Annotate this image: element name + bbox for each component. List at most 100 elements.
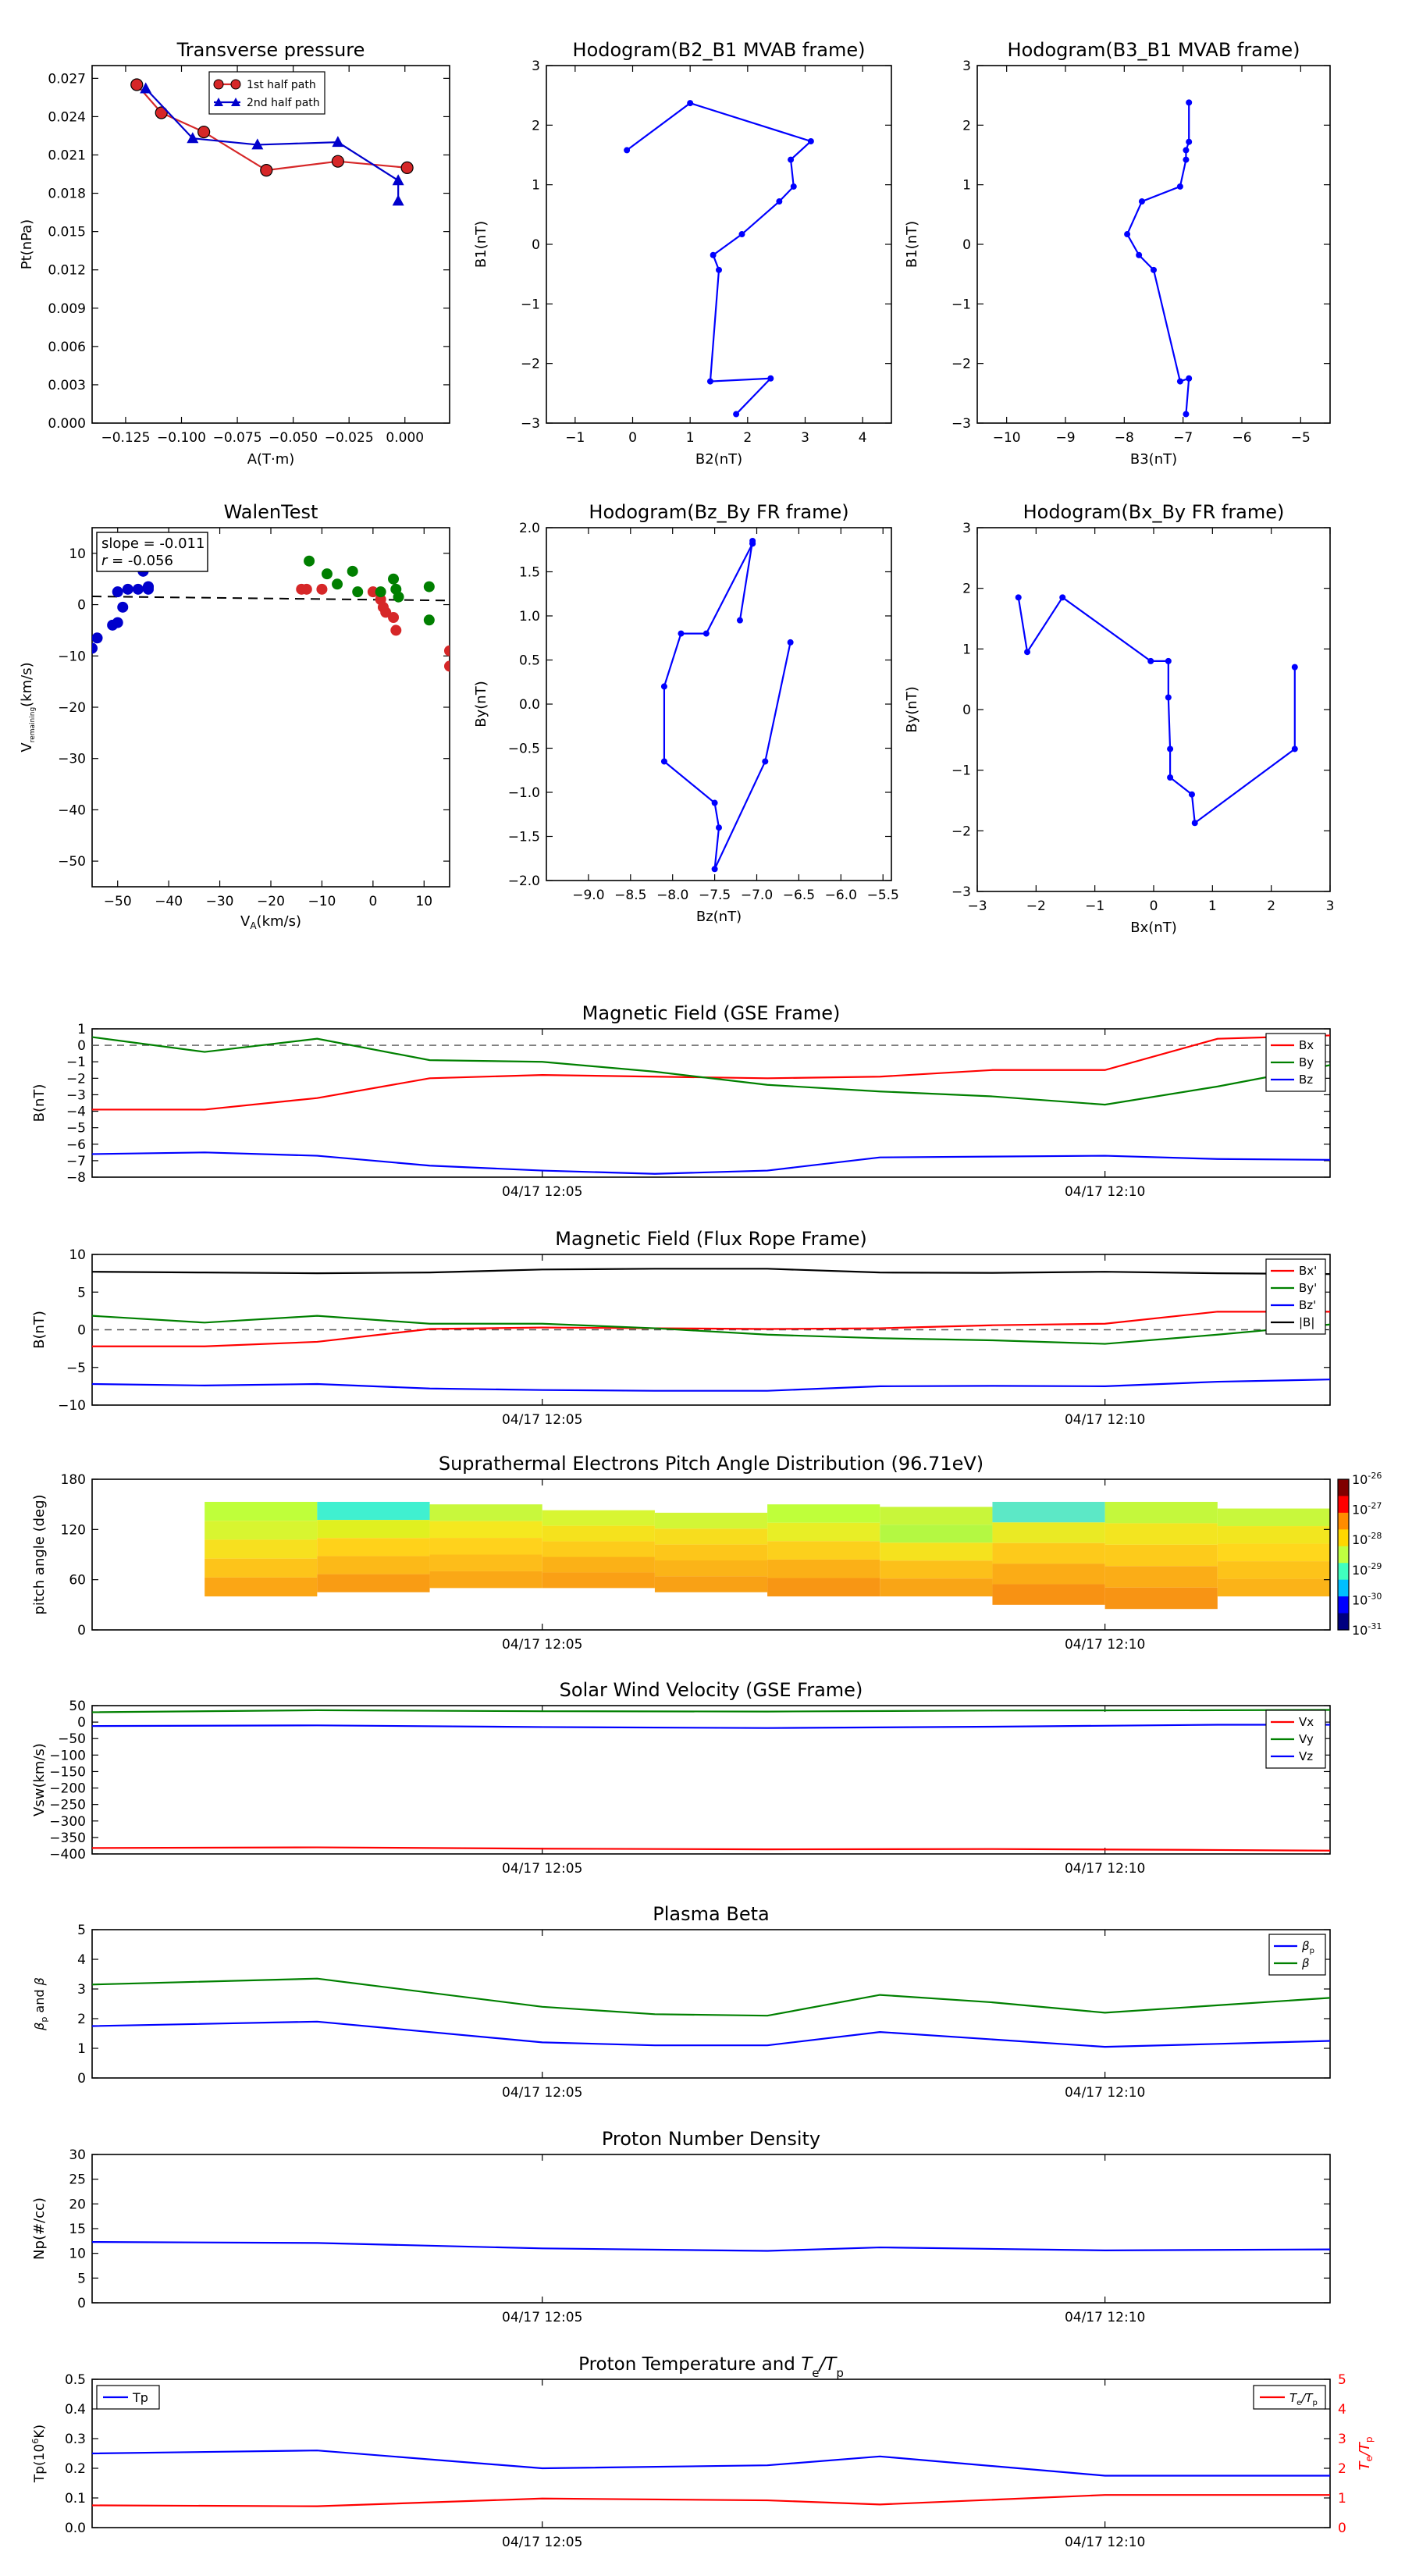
y-tick-label: 0: [962, 703, 971, 718]
legend-label: Tp: [132, 2390, 148, 2405]
heatmap-cell: [654, 1512, 768, 1529]
x-tick-label: 10: [415, 894, 432, 909]
x-tick-label: 1: [1208, 898, 1217, 914]
y-axis-label: Tp(106K): [30, 2425, 48, 2483]
legend: Vx Vy Vz: [1265, 1710, 1326, 1769]
legend-label: βp: [1301, 1939, 1314, 1955]
y-tick-label: 0.1: [65, 2491, 86, 2507]
legend-marker: [230, 79, 241, 90]
y-tick-label: 3: [962, 59, 971, 74]
plot-frame: [91, 1705, 1331, 1855]
x-tick-label: −20: [257, 894, 285, 909]
x-tick-label: −50: [104, 894, 132, 909]
x-tick-label: 04/17 12:05: [502, 2310, 582, 2325]
series-line: [92, 1379, 1330, 1392]
chart-p8: Magnetic Field (Flux Rope Frame) −10 −5 0 5 1…: [31, 1228, 1331, 1428]
legend-marker: [213, 79, 224, 90]
y-axis-label: B1(nT): [904, 221, 920, 268]
x-tick-label: 2: [743, 430, 752, 446]
y-tick-label: 1: [532, 178, 540, 194]
heatmap-cell: [1104, 1501, 1218, 1524]
data-point: [197, 125, 211, 139]
y-tick-label: −50: [58, 1731, 86, 1747]
y-tick-label: 0.2: [65, 2461, 86, 2477]
heatmap-cell: [542, 1572, 655, 1589]
y-tick-label: 0: [532, 237, 540, 253]
data-point: [122, 583, 133, 595]
heatmap-cell: [1217, 1561, 1330, 1579]
y-tick-label: 2: [962, 582, 971, 597]
x-tick-label: 0: [1150, 898, 1158, 914]
y-axis-label: Np(#/cc): [31, 2197, 48, 2260]
x-axis-label: B2(nT): [695, 451, 742, 468]
y-tick-label: 50: [69, 1699, 86, 1714]
y-tick-label: 180: [61, 1472, 86, 1488]
data-point: [1059, 594, 1066, 601]
heatmap-cell: [1104, 1566, 1218, 1588]
heatmap-cell: [654, 1528, 768, 1545]
colorbar-tick-label: 10-31: [1352, 1621, 1382, 1638]
y-tick-label: −50: [58, 854, 86, 870]
data-point: [321, 568, 333, 580]
plot-frame: [976, 65, 1331, 424]
chart-p12: Proton Number Density 0 5 10 15 20 25 30 04/17 1…: [31, 2128, 1331, 2325]
data-point: [423, 614, 435, 626]
y-tick-label: −10: [58, 649, 86, 664]
series-layer: [92, 1268, 1330, 1392]
data-point: [400, 161, 414, 174]
y-tick-label: 2: [962, 118, 971, 133]
y-right-tick-label: 3: [1338, 2432, 1346, 2447]
y-tick-label: 5: [77, 1285, 86, 1300]
x-tick-label: 04/17 12:05: [502, 1412, 582, 1428]
data-point: [132, 583, 144, 595]
heatmap-cell: [317, 1538, 430, 1557]
series-layer: [130, 78, 414, 206]
y-tick-label: 10: [69, 1247, 86, 1263]
data-point: [787, 639, 794, 646]
data-point: [1124, 231, 1131, 238]
y-tick-label: 15: [69, 2222, 86, 2237]
heatmap-cell: [767, 1504, 880, 1523]
heatmap-cell: [205, 1577, 318, 1597]
colorbar-segment: [1338, 1596, 1349, 1614]
y-axis-label: By(nT): [473, 681, 489, 727]
x-tick-label: −3: [967, 898, 987, 914]
series-line: [92, 1268, 1330, 1276]
y-tick-label: −20: [58, 700, 86, 716]
series-layer: [624, 100, 814, 418]
legend: Bx' By' Bz' |B|: [1265, 1258, 1326, 1335]
y-tick-label: 0.0: [65, 2521, 86, 2536]
heatmap-cell: [880, 1560, 993, 1579]
chart-p1: Transverse pressure 0.000 0.003 0.006 0.009 0…: [19, 39, 450, 468]
y-right-tick-label: 4: [1338, 2402, 1346, 2418]
data-point: [332, 578, 343, 590]
colorbar-tick-label: 10-29: [1352, 1561, 1382, 1578]
data-point: [1024, 649, 1031, 656]
data-point: [660, 683, 667, 690]
heatmap-cell: [317, 1520, 430, 1539]
x-tick-label: −0.050: [269, 430, 318, 446]
chart-title: Solar Wind Velocity (GSE Frame): [560, 1679, 863, 1701]
data-point: [1183, 147, 1190, 154]
chart-title: Suprathermal Electrons Pitch Angle Distr…: [439, 1453, 984, 1475]
legend-box: [1253, 2385, 1326, 2410]
heatmap-cell: [767, 1522, 880, 1542]
x-tick-label: −0.125: [101, 430, 150, 446]
data-point: [444, 645, 450, 656]
data-point: [678, 630, 685, 637]
data-point: [392, 174, 404, 186]
data-point: [716, 824, 722, 831]
fit-line: [91, 596, 450, 602]
series-line: [1126, 102, 1190, 415]
chart-title: Hodogram(Bx_By FR frame): [1023, 501, 1285, 523]
series-layer: [660, 537, 794, 873]
y-tick-label: −2: [951, 824, 971, 839]
y-tick-label: −5: [66, 1361, 86, 1376]
colorbar-tick-label: 10-30: [1352, 1591, 1382, 1607]
data-point: [1147, 657, 1154, 664]
legend-left: Tp: [96, 2385, 160, 2410]
y-tick-label: 1: [77, 2041, 86, 2057]
data-point: [702, 630, 710, 637]
data-point: [1186, 138, 1193, 145]
series-line: [92, 1846, 1330, 1852]
